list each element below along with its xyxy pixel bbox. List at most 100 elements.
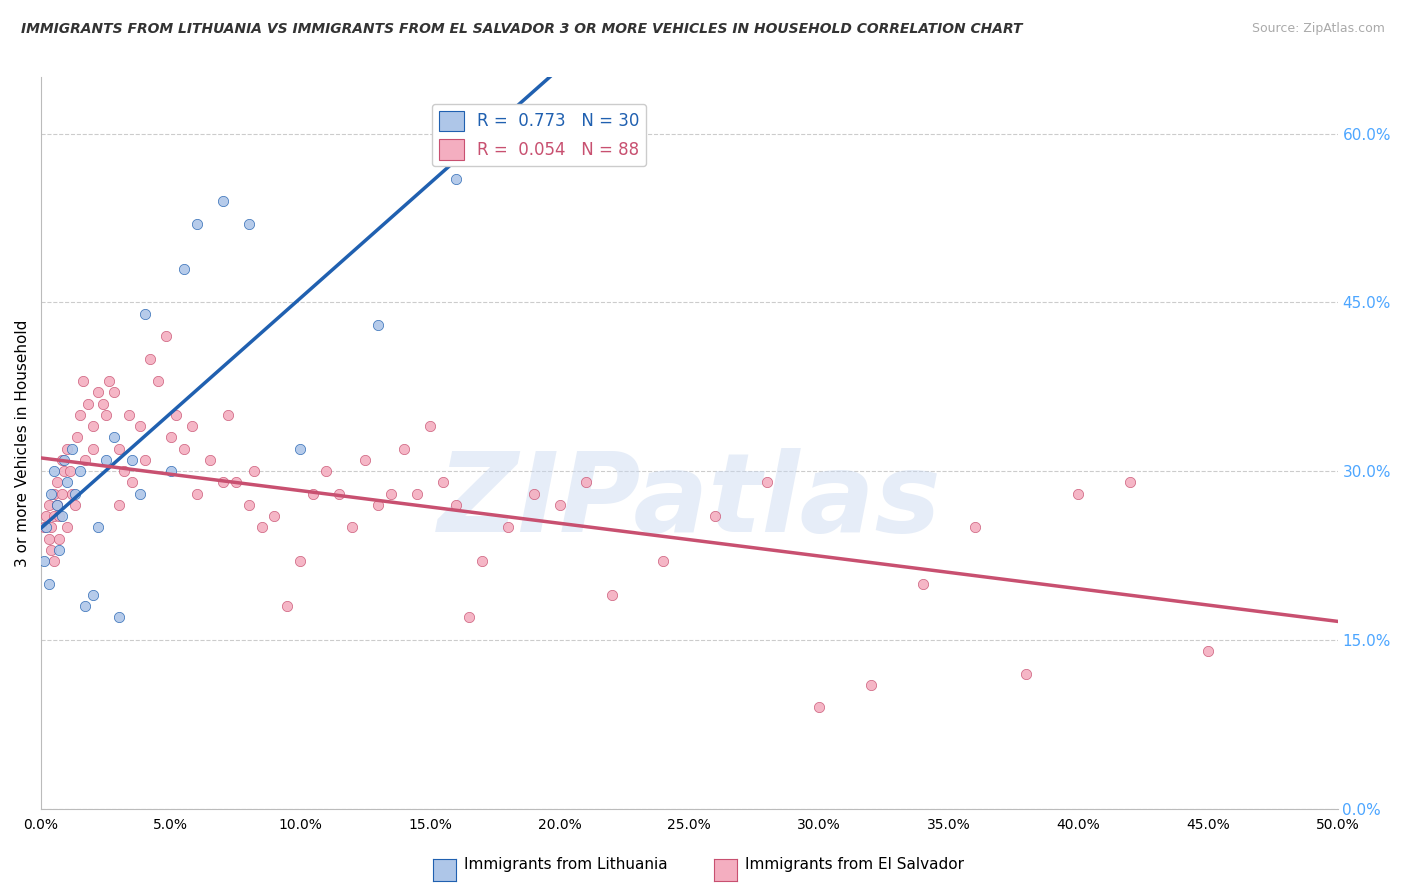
Point [66,430,89,444]
Point [63,498,86,512]
Point [238,217,260,231]
Point [38,532,60,546]
Point [121,475,143,490]
Point [112,464,135,478]
Point [367,318,389,332]
Point [118,408,141,422]
Point [128,419,150,434]
Point [1067,486,1090,500]
Point [963,520,986,534]
Point [342,520,364,534]
Point [48,509,70,524]
Point [75,453,97,467]
Point [367,498,389,512]
Legend: R =  0.773   N = 30, R =  0.054   N = 88: R = 0.773 N = 30, R = 0.054 N = 88 [432,104,645,167]
Point [82,588,104,602]
Point [87,385,110,400]
Point [53,453,76,467]
Point [859,678,882,692]
Point [134,453,156,467]
Point [45,498,67,512]
Point [419,419,441,434]
Point [82,419,104,434]
Point [60,442,83,456]
Point [186,486,208,500]
Point [186,217,208,231]
Point [69,408,91,422]
Point [523,486,546,500]
Point [548,498,571,512]
Text: Immigrants from Lithuania: Immigrants from Lithuania [464,857,668,872]
Text: IMMIGRANTS FROM LITHUANIA VS IMMIGRANTS FROM EL SALVADOR 3 OR MORE VEHICLES IN H: IMMIGRANTS FROM LITHUANIA VS IMMIGRANTS … [21,22,1022,37]
Point [444,498,467,512]
Point [75,599,97,614]
Point [238,498,260,512]
Point [808,700,831,714]
Point [60,486,83,500]
Point [48,543,70,558]
Text: Source: ZipAtlas.com: Source: ZipAtlas.com [1251,22,1385,36]
Point [173,261,195,276]
Point [103,385,125,400]
Point [45,475,67,490]
Point [38,498,60,512]
Point [290,442,312,456]
Point [276,599,298,614]
Point [94,453,117,467]
Point [290,554,312,568]
Point [392,442,415,456]
Point [354,453,377,467]
Point [911,576,934,591]
Point [211,194,233,209]
Point [128,486,150,500]
Point [93,397,115,411]
Point [652,554,675,568]
Point [173,442,195,456]
Point [165,408,187,422]
Point [496,520,519,534]
Point [41,486,63,500]
Point [42,464,65,478]
Point [444,171,467,186]
Point [41,543,63,558]
Point [63,486,86,500]
Point [35,509,58,524]
Point [458,610,481,624]
Point [432,475,454,490]
Point [121,453,143,467]
Point [155,329,177,343]
Point [139,351,162,366]
Point [56,520,79,534]
Point [406,486,429,500]
Point [35,520,58,534]
Text: ZIPatlas: ZIPatlas [437,448,941,555]
Point [242,464,264,478]
Point [69,464,91,478]
Point [51,486,73,500]
Point [59,464,82,478]
Point [263,509,285,524]
Point [108,610,131,624]
Point [1119,475,1142,490]
Point [380,486,402,500]
Point [575,475,598,490]
Point [42,486,65,500]
Point [32,520,55,534]
Point [756,475,779,490]
Point [108,498,131,512]
Point [328,486,350,500]
Point [72,374,94,388]
Point [471,554,494,568]
Point [42,509,65,524]
Point [41,520,63,534]
Point [134,307,156,321]
Point [159,430,181,444]
Point [94,408,117,422]
Point [38,576,60,591]
Point [159,464,181,478]
Text: Immigrants from El Salvador: Immigrants from El Salvador [745,857,965,872]
Point [250,520,273,534]
Point [315,464,337,478]
Point [108,442,131,456]
Point [302,486,325,500]
